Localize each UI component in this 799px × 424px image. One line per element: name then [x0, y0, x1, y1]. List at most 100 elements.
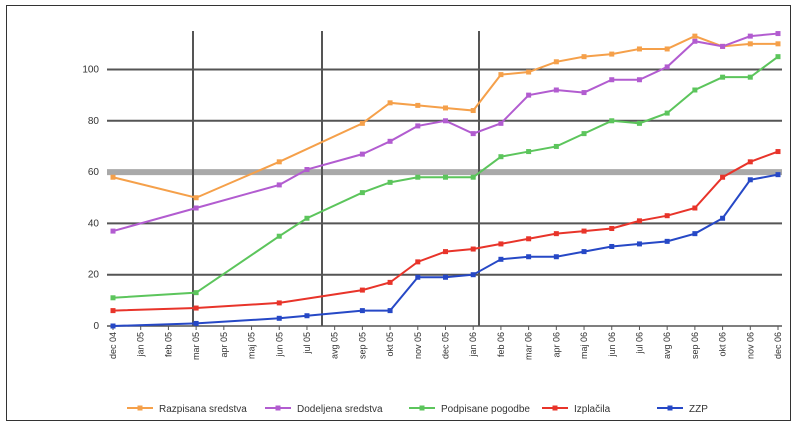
data-point [692, 231, 698, 237]
data-point [276, 300, 282, 306]
series-4 [110, 172, 781, 329]
data-point [581, 131, 587, 137]
legend-marker [419, 405, 425, 411]
x-tick-label: nov 06 [745, 332, 755, 359]
legend-label: Izplačila [574, 404, 611, 415]
data-point [609, 226, 615, 232]
data-point [664, 110, 670, 116]
data-point [720, 174, 726, 180]
data-point [609, 118, 615, 124]
vertical-markers [192, 31, 480, 326]
data-point [775, 172, 781, 178]
legend-label: ZZP [689, 404, 708, 415]
y-tick-label: 100 [82, 64, 99, 75]
data-point [276, 315, 282, 321]
data-point [387, 100, 393, 106]
data-point [359, 151, 365, 157]
data-point [304, 215, 310, 221]
y-tick-label: 0 [93, 321, 99, 332]
x-tick-label: sep 06 [690, 332, 700, 359]
x-tick-label: apr 06 [551, 332, 561, 358]
y-tick-label: 20 [88, 270, 100, 281]
data-point [304, 167, 310, 173]
data-point [747, 41, 753, 47]
data-point [470, 108, 476, 114]
data-point [387, 308, 393, 314]
data-point [443, 174, 448, 180]
data-point [664, 64, 670, 70]
data-point [304, 313, 310, 319]
data-point [553, 87, 559, 93]
series-2 [110, 54, 781, 301]
data-point [720, 43, 726, 49]
data-point [110, 308, 116, 314]
data-point [415, 102, 421, 108]
line-chart: 0 20 40 60 80 100 dec 04 jan 05 feb 05 mar 05 apr… [82, 31, 783, 415]
data-point [720, 215, 726, 221]
x-axis: dec 04 jan 05 feb 05 mar 05 apr 05 maj 05 jun … [107, 325, 783, 360]
legend-marker [667, 405, 673, 411]
data-point [581, 54, 587, 60]
data-point [276, 233, 282, 239]
data-point [359, 120, 365, 126]
data-point [747, 74, 753, 80]
x-tick-label: okt 06 [718, 332, 728, 357]
data-point [387, 279, 393, 285]
data-point [553, 143, 559, 149]
data-point [775, 41, 781, 47]
x-tick-label: jan 06 [468, 332, 478, 358]
data-point [443, 118, 448, 124]
series-lines [110, 31, 781, 329]
data-point [581, 249, 587, 255]
data-point [636, 218, 642, 224]
data-point [110, 228, 116, 234]
data-point [443, 249, 448, 255]
grid-lines [107, 68, 782, 276]
data-point [526, 236, 532, 242]
data-point [193, 290, 199, 296]
data-point [664, 213, 670, 219]
x-tick-label: dec 05 [441, 332, 451, 359]
x-tick-label: feb 06 [496, 332, 506, 357]
data-point [636, 241, 642, 247]
data-point [110, 295, 116, 301]
y-axis: 0 20 40 60 80 100 [82, 64, 99, 332]
series-0 [110, 33, 781, 201]
data-point [498, 256, 504, 262]
data-point [193, 205, 199, 211]
x-tick-label: avg 06 [662, 332, 672, 359]
data-point [692, 205, 698, 211]
data-point [609, 243, 615, 249]
legend-label: Razpisana sredstva [159, 404, 247, 415]
legend-marker [552, 405, 558, 411]
data-point [387, 179, 393, 185]
data-point [581, 90, 587, 96]
data-point [720, 74, 726, 80]
data-point [470, 246, 476, 252]
data-point [636, 46, 642, 52]
data-point [775, 31, 781, 37]
data-point [747, 177, 753, 183]
series-line [112, 55, 779, 299]
data-point [359, 190, 365, 196]
y-tick-label: 40 [88, 218, 100, 229]
legend: Razpisana sredstva Dodeljena sredstva Podp… [127, 404, 708, 415]
x-tick-label: dec 06 [773, 332, 783, 359]
data-point [664, 238, 670, 244]
data-point [553, 59, 559, 65]
x-tick-label: jul 05 [302, 332, 312, 355]
data-point [415, 174, 421, 180]
data-point [498, 120, 504, 126]
data-point [193, 305, 199, 311]
x-tick-label: jun 06 [607, 332, 617, 358]
data-point [526, 149, 532, 155]
legend-marker [275, 405, 281, 411]
data-point [498, 72, 504, 78]
data-point [747, 159, 753, 165]
data-point [581, 228, 587, 234]
x-tick-label: mar 06 [524, 332, 534, 360]
data-point [415, 259, 421, 265]
data-point [470, 131, 476, 137]
x-tick-label: nov 05 [413, 332, 423, 359]
data-point [193, 320, 199, 326]
